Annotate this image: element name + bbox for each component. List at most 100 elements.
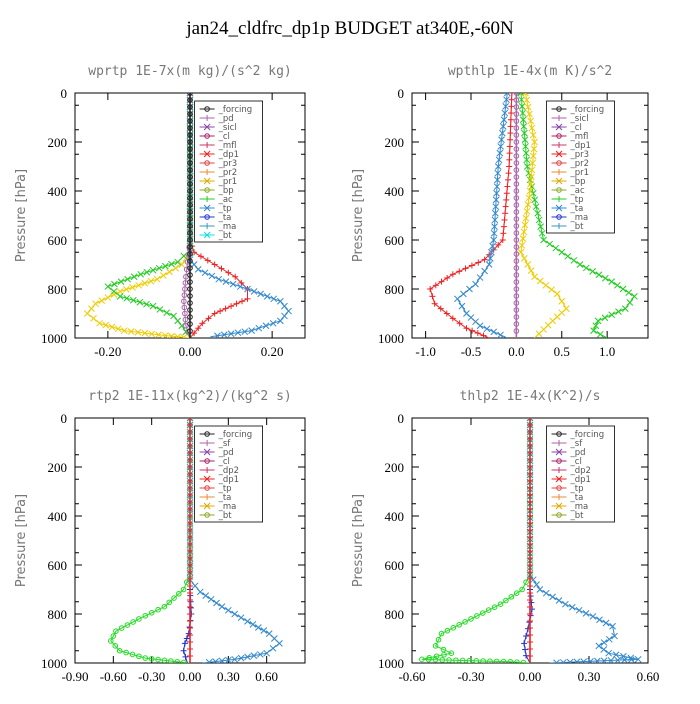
series-line-tp — [456, 93, 508, 338]
marker-x — [263, 649, 271, 657]
marker-x — [227, 330, 235, 338]
marker-x — [481, 267, 488, 275]
marker-x — [262, 322, 270, 330]
marker-circle — [187, 139, 193, 145]
marker-x — [520, 228, 528, 236]
marker-x — [201, 269, 209, 277]
marker-circle — [130, 619, 136, 625]
marker-circle — [513, 293, 520, 299]
marker-x — [564, 252, 572, 260]
marker-circle — [513, 209, 520, 215]
marker-x — [527, 267, 535, 274]
marker-x — [601, 314, 609, 322]
legend-label: _forcing — [570, 430, 605, 440]
x-tick-label: 0.60 — [255, 669, 278, 684]
legend-label: _sicl — [570, 114, 589, 124]
x-tick-label: -0.30 — [138, 669, 165, 684]
marker-x — [526, 187, 534, 195]
marker-x — [529, 152, 537, 160]
legend-label: _pr2 — [570, 159, 590, 169]
marker-x — [537, 223, 544, 230]
marker-circle — [183, 266, 190, 273]
marker-x — [518, 242, 526, 249]
marker-x — [234, 329, 242, 337]
marker-circle — [118, 625, 125, 631]
marker-circle — [110, 633, 117, 639]
marker-circle — [513, 272, 520, 278]
legend-label: _bp — [570, 177, 586, 187]
marker-x — [601, 657, 608, 663]
x-tick-label: 0.20 — [261, 344, 284, 359]
marker-circle — [513, 160, 520, 166]
marker-x — [525, 110, 533, 118]
marker-x — [497, 331, 504, 338]
marker-circle — [155, 656, 161, 663]
marker-x — [166, 268, 173, 276]
marker-circle — [136, 653, 142, 660]
marker-x — [203, 150, 211, 158]
legend-label: _dp1 — [570, 141, 591, 151]
marker-circle — [474, 613, 480, 619]
marker-x — [170, 312, 177, 320]
marker-x — [519, 109, 527, 117]
marker-x — [147, 277, 155, 285]
marker-x — [555, 502, 563, 510]
chart-title: wpthlp 1E-4x(m K)/s^2 — [448, 64, 612, 79]
marker-x — [122, 286, 130, 293]
marker-x — [163, 309, 171, 317]
marker-x — [568, 658, 574, 663]
marker-circle — [187, 251, 193, 257]
marker-x — [605, 635, 613, 643]
legend-label: _ta — [570, 204, 584, 214]
marker-x — [548, 286, 555, 293]
marker-x — [518, 103, 526, 110]
marker-x — [120, 327, 128, 335]
y-tick-label: 0 — [398, 86, 405, 101]
marker-x — [527, 117, 535, 125]
marker-x — [172, 264, 179, 272]
marker-x — [260, 627, 268, 634]
marker-x — [203, 204, 211, 212]
marker-circle — [487, 658, 493, 663]
marker-x — [570, 257, 578, 264]
marker-x — [108, 323, 116, 331]
marker-x — [527, 180, 535, 188]
marker-x — [531, 138, 538, 146]
marker-circle — [513, 132, 520, 138]
marker-x — [631, 292, 638, 300]
marker-circle — [513, 286, 520, 292]
marker-x — [194, 266, 202, 273]
marker-x — [530, 145, 538, 153]
marker-x — [458, 302, 466, 310]
marker-circle — [136, 616, 142, 622]
marker-x — [110, 288, 118, 295]
y-tick-label: 600 — [48, 558, 68, 573]
legend-label: _dp1 — [218, 150, 239, 160]
x-tick-label: -1.0 — [415, 344, 436, 359]
marker-x — [581, 658, 588, 663]
marker-x — [116, 292, 124, 300]
marker-circle — [187, 328, 193, 334]
marker-circle — [473, 658, 480, 663]
marker-x — [493, 189, 500, 197]
marker-x — [129, 296, 137, 304]
y-tick-label: 400 — [48, 509, 68, 524]
marker-circle — [187, 265, 193, 271]
legend-label: _cl — [218, 132, 230, 142]
marker-x — [213, 599, 220, 607]
marker-x — [553, 290, 561, 298]
marker-x — [237, 614, 245, 622]
marker-circle — [556, 458, 562, 464]
marker-circle — [419, 656, 425, 663]
marker-x — [143, 268, 151, 276]
marker-x — [523, 163, 531, 170]
marker-circle — [513, 307, 520, 313]
marker-circle — [181, 304, 188, 311]
marker-circle — [513, 195, 520, 201]
marker-x — [536, 586, 544, 593]
y-tick-label: 200 — [385, 460, 405, 475]
legend-label: _ta — [218, 213, 232, 223]
marker-circle — [187, 223, 193, 229]
marker-circle — [459, 657, 466, 663]
marker-circle — [148, 609, 155, 616]
